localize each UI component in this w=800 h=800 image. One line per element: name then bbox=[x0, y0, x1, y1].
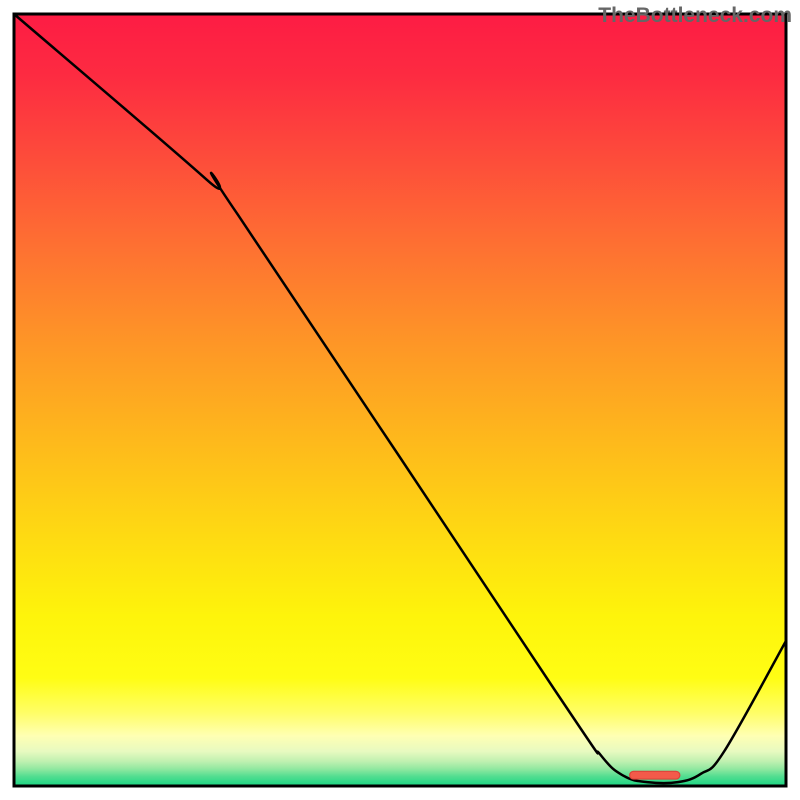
bottleneck-chart bbox=[0, 0, 800, 800]
watermark-text: TheBottleneck.com bbox=[598, 4, 792, 28]
chart-container: TheBottleneck.com bbox=[0, 0, 800, 800]
plot-background-gradient bbox=[14, 14, 786, 786]
optimal-marker bbox=[630, 771, 680, 779]
